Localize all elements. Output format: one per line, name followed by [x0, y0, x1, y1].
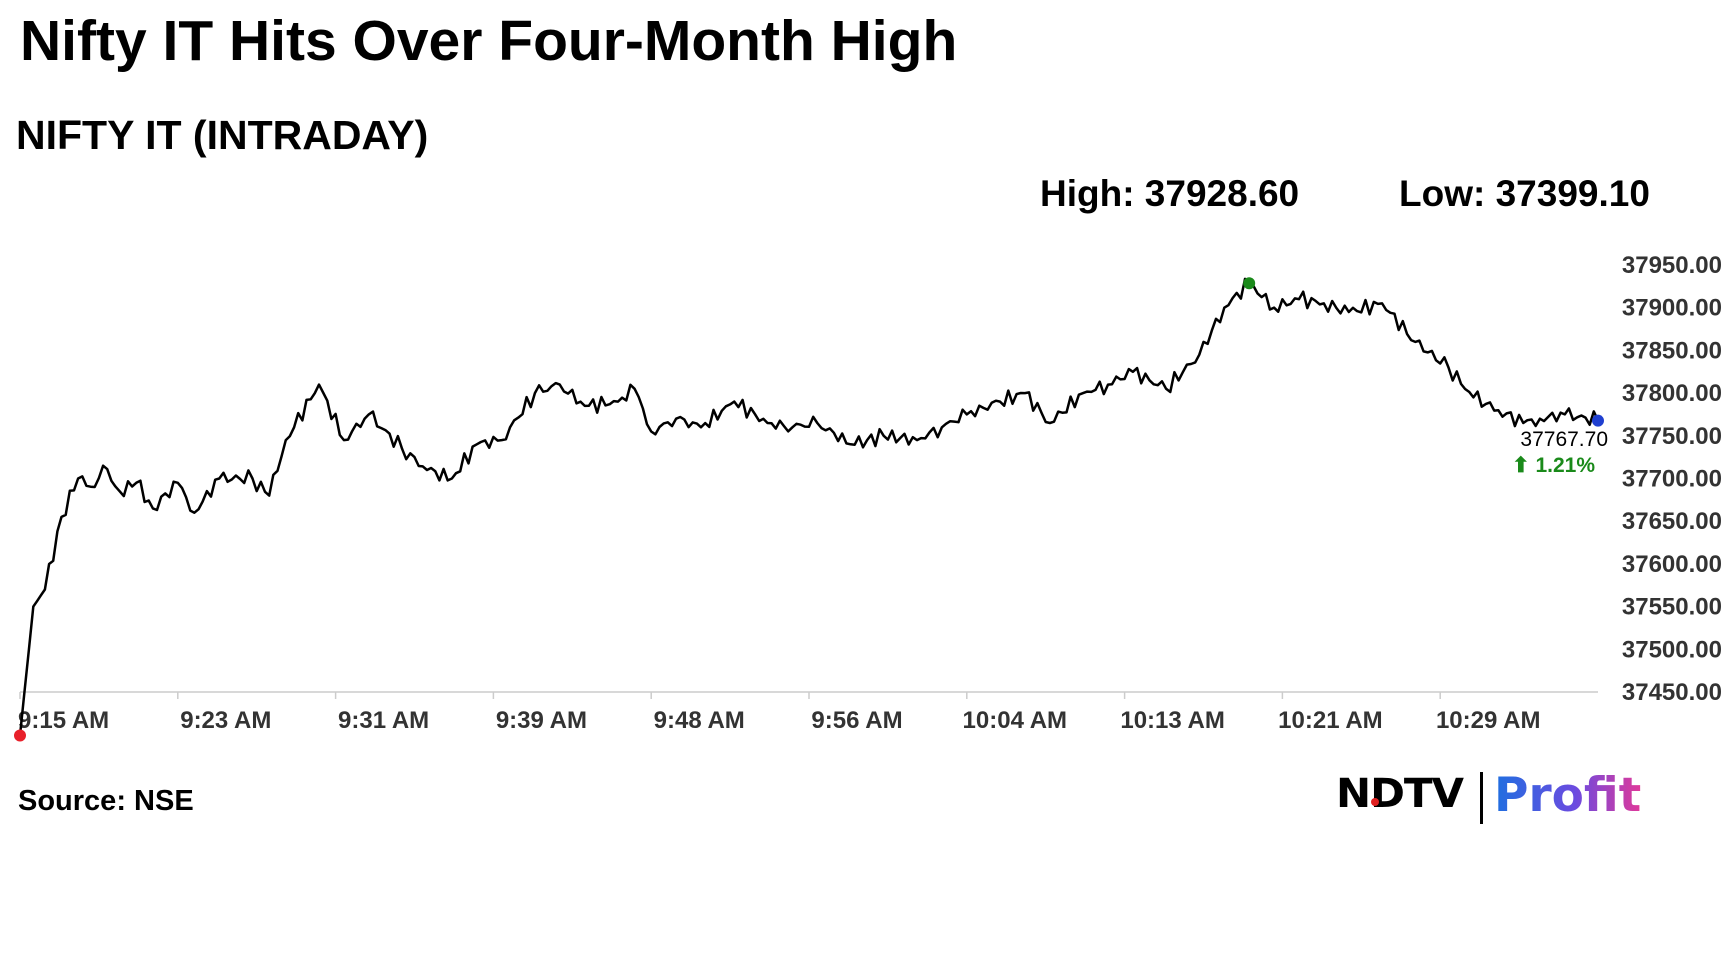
x-tick-label: 10:13 AM — [1120, 707, 1224, 734]
y-tick-label: 37900.00 — [1622, 295, 1722, 322]
x-tick-label: 9:39 AM — [496, 707, 587, 734]
last-value-label: 37767.70 — [1520, 428, 1608, 451]
low-stat: Low: 37399.10 — [1399, 173, 1650, 214]
logo-red-dot-icon — [1371, 798, 1379, 806]
y-tick-label: 37750.00 — [1622, 423, 1722, 450]
x-tick-label: 9:23 AM — [180, 707, 271, 734]
chart-subtitle: NIFTY IT (INTRADAY) — [16, 112, 429, 158]
source-note: Source: NSE — [18, 785, 194, 817]
x-tick-label: 10:21 AM — [1278, 707, 1382, 734]
x-axis-ticks: 9:15 AM 9:23 AM 9:31 AM 9:39 AM 9:48 AM 9:56 … — [18, 692, 1540, 734]
y-axis-ticks: 37450.00 37500.00 37550.00 37600.00 37650.00… — [1622, 252, 1722, 706]
x-tick-label: 10:04 AM — [963, 707, 1067, 734]
x-tick-label: 9:15 AM — [18, 707, 109, 734]
low-point-marker — [14, 729, 26, 742]
change-percent-label: ⬆ 1.21% — [1512, 454, 1595, 477]
logo-divider — [1480, 772, 1483, 824]
y-tick-label: 37550.00 — [1622, 594, 1722, 621]
logo-profit-wordmark: Profit — [1494, 768, 1642, 823]
x-tick-label: 10:29 AM — [1436, 707, 1540, 734]
high-stat: High: 37928.60 — [1040, 173, 1300, 214]
y-tick-label: 37700.00 — [1622, 466, 1722, 493]
last-point-marker — [1592, 414, 1604, 427]
y-tick-label: 37850.00 — [1622, 337, 1722, 364]
y-tick-label: 37650.00 — [1622, 508, 1722, 535]
high-point-marker — [1243, 277, 1256, 290]
y-tick-label: 37500.00 — [1622, 636, 1722, 663]
ndtv-profit-logo: NDTV Profit — [1336, 768, 1641, 828]
logo-ndtv-wordmark: NDTV — [1336, 771, 1464, 817]
x-tick-label: 9:48 AM — [654, 707, 745, 734]
y-tick-label: 37950.00 — [1622, 252, 1722, 279]
y-tick-label: 37800.00 — [1622, 380, 1722, 407]
chart-headline: Nifty IT Hits Over Four-Month High — [20, 9, 958, 73]
x-tick-label: 9:56 AM — [811, 707, 902, 734]
y-tick-label: 37600.00 — [1622, 551, 1722, 578]
x-tick-label: 9:31 AM — [338, 707, 429, 734]
price-line — [18, 277, 1600, 736]
y-tick-label: 37450.00 — [1622, 679, 1722, 706]
